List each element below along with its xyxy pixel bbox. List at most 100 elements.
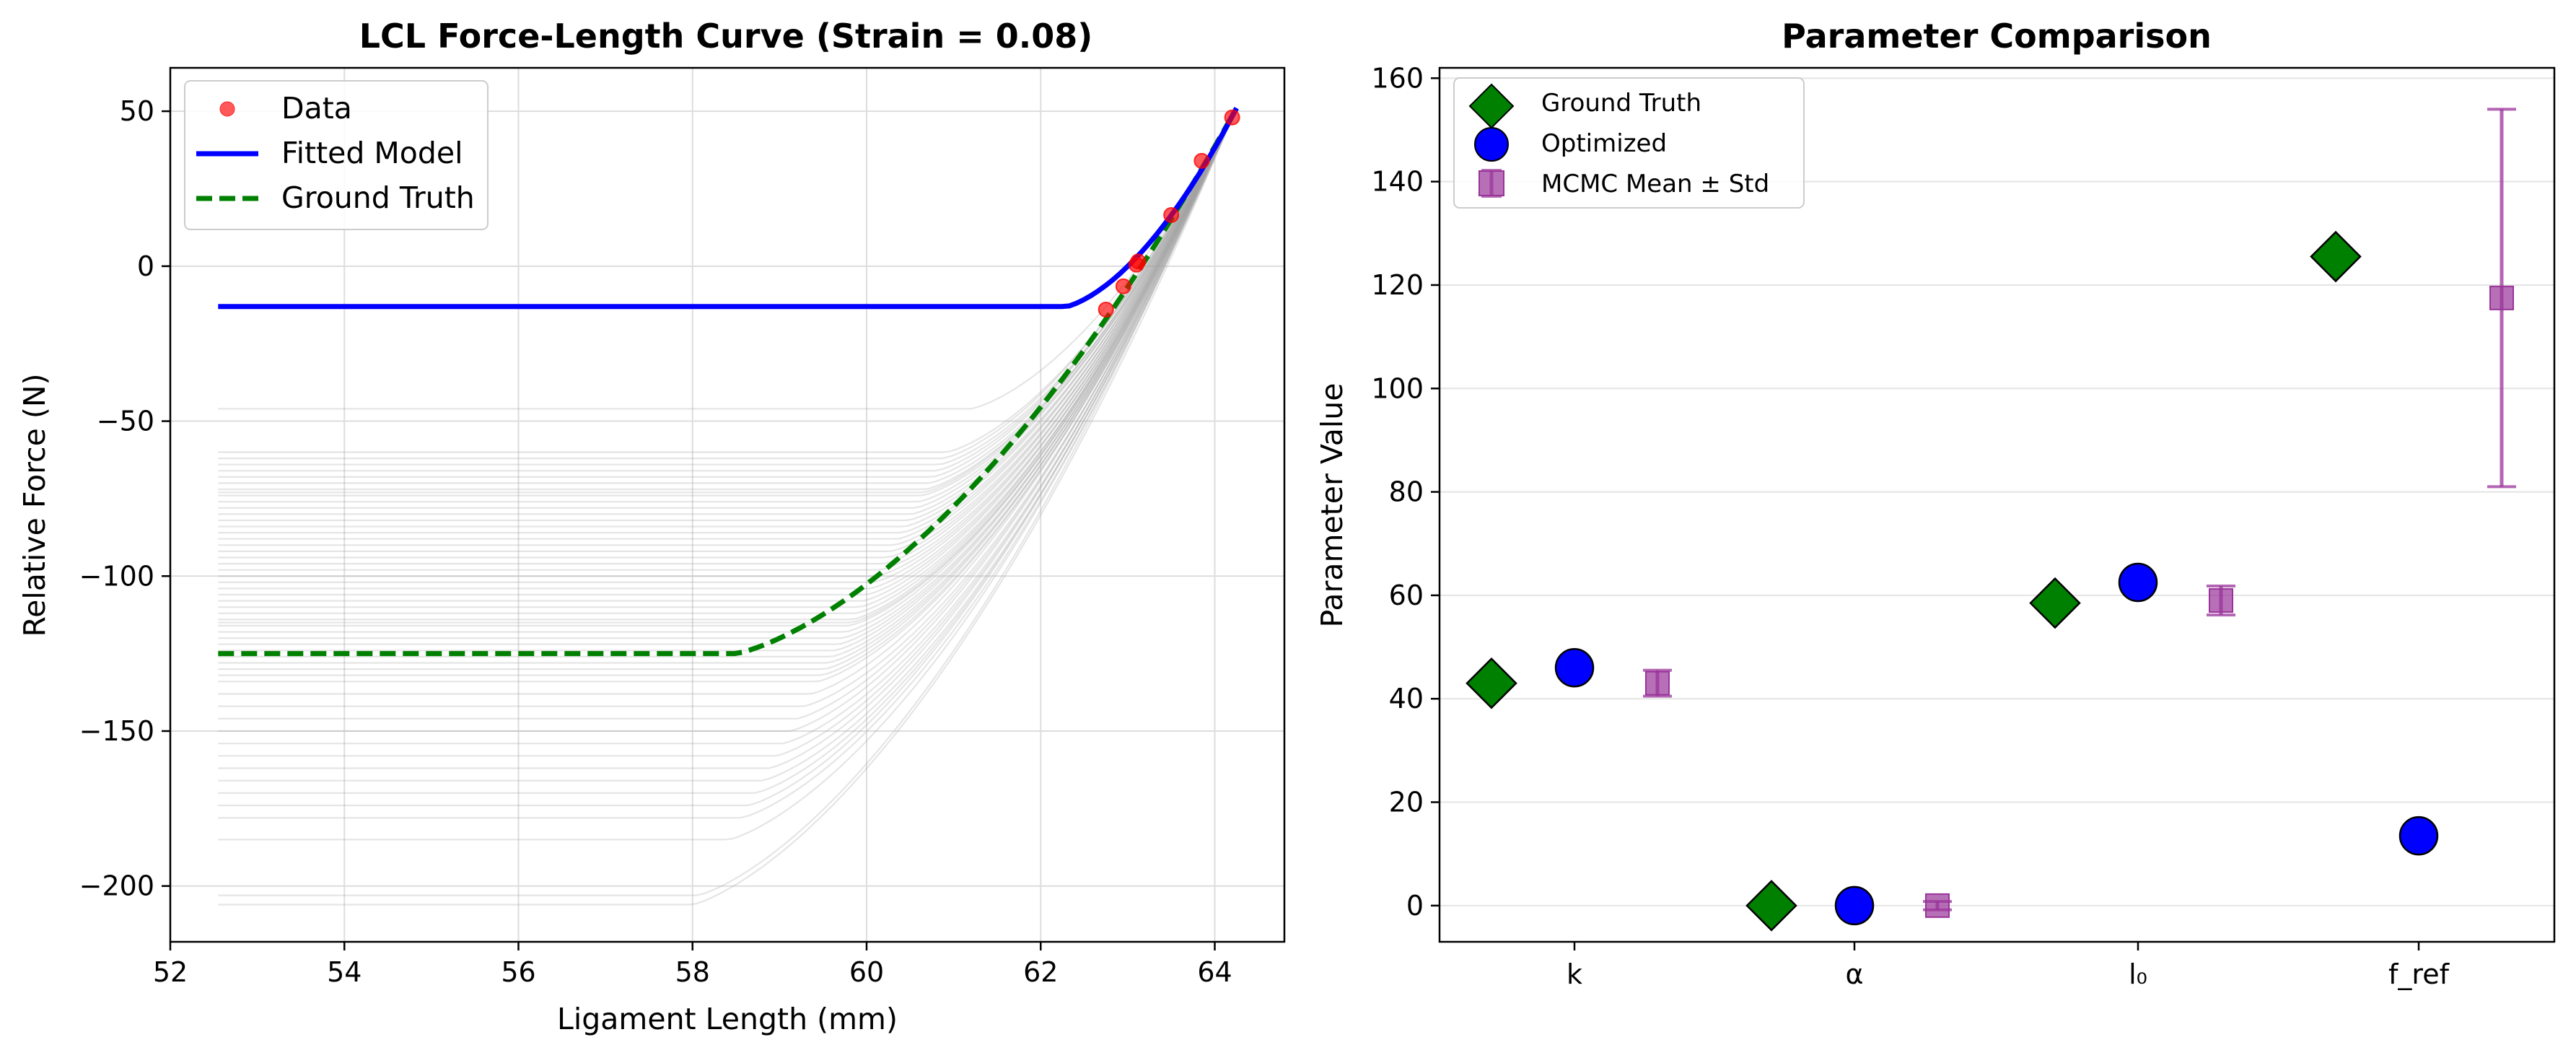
data-point bbox=[1130, 253, 1147, 270]
data-point bbox=[1163, 206, 1180, 223]
data-points bbox=[1098, 109, 1240, 318]
mcmc-sample-curve bbox=[218, 110, 1233, 896]
x-tick-label: 58 bbox=[675, 956, 710, 988]
force-length-plot-frame bbox=[169, 66, 1286, 943]
optimized-marker bbox=[1834, 886, 1875, 926]
mcmc-sample-curve bbox=[218, 110, 1233, 565]
mcmc-sample-curve bbox=[218, 117, 1233, 657]
x-tick-label: 52 bbox=[153, 956, 188, 988]
y-tick-label: 0 bbox=[1406, 890, 1424, 922]
optimized-marker bbox=[2398, 816, 2439, 856]
x-tick-label: 54 bbox=[327, 956, 362, 988]
ground-truth-marker bbox=[2029, 577, 2081, 629]
x-tick-label: 64 bbox=[1197, 956, 1232, 988]
parameter-y-ticks: 0 20 40 60 80 100 120 140 160 bbox=[1371, 62, 1440, 922]
parameter-comparison-title: Parameter Comparison bbox=[1782, 17, 2212, 56]
mcmc-sample-curve bbox=[218, 113, 1233, 559]
mcmc-sample-curve bbox=[218, 117, 1233, 782]
mcmc-sample-curve bbox=[218, 117, 1233, 571]
y-tick-label: 60 bbox=[1389, 580, 1424, 611]
mcmc-sample-curve bbox=[218, 113, 1233, 491]
y-tick-label: 120 bbox=[1371, 269, 1424, 301]
parameter-legend: Ground Truth Optimized MCMC Mean ± Std bbox=[1453, 77, 1805, 209]
force-length-legend: Data Fitted Model Ground Truth bbox=[184, 80, 489, 230]
mcmc-sample-curve bbox=[218, 110, 1233, 633]
mcmc-mean-marker bbox=[2209, 588, 2233, 613]
y-tick-label: 50 bbox=[120, 95, 154, 127]
mcmc-sample-curve bbox=[218, 110, 1233, 528]
mcmc-mean-marker bbox=[1645, 670, 1670, 696]
force-length-grid bbox=[170, 68, 1284, 942]
mcmc-sample-curve bbox=[218, 113, 1233, 645]
mcmc-sample-curve bbox=[218, 113, 1233, 757]
force-length-x-axis-label: Ligament Length (mm) bbox=[557, 1002, 898, 1036]
legend-gt-label: Ground Truth bbox=[1541, 89, 1701, 118]
mcmc-sample-curve bbox=[218, 117, 1233, 639]
mcmc-sample-curve bbox=[218, 113, 1233, 841]
mcmc-sample-curve bbox=[218, 117, 1233, 819]
mcmc-sample-curve bbox=[218, 110, 1233, 621]
mcmc-sample-curve bbox=[218, 110, 1233, 460]
y-tick-label: −150 bbox=[79, 715, 154, 747]
mcmc-sample-curve bbox=[218, 113, 1233, 596]
mcmc-sample-curve bbox=[218, 110, 1233, 509]
x-tick-label: 62 bbox=[1023, 956, 1058, 988]
parameter-legend-box bbox=[1453, 77, 1805, 209]
optimized-marker bbox=[1554, 647, 1595, 688]
mcmc-sample-curve bbox=[218, 113, 1233, 794]
force-length-y-ticks: 50 0 −50 −100 −150 −200 bbox=[79, 95, 170, 902]
legend-data-label: Data bbox=[281, 91, 352, 126]
mcmc-sample-curve bbox=[218, 117, 1233, 590]
y-tick-label: 20 bbox=[1389, 787, 1424, 818]
data-point bbox=[1193, 152, 1210, 169]
mcmc-sample-curve bbox=[218, 113, 1233, 522]
parameter-y-axis-label: Parameter Value bbox=[1315, 383, 1349, 628]
y-tick-label: −50 bbox=[97, 406, 154, 437]
mcmc-sample-curve bbox=[218, 110, 1233, 583]
mcmc-sample-curve bbox=[218, 113, 1233, 664]
category-label: k bbox=[1567, 958, 1582, 990]
parameter-x-ticks: k α l₀ f_ref bbox=[1567, 942, 2450, 990]
mcmc-sample-curve bbox=[218, 117, 1233, 515]
data-point bbox=[1115, 278, 1131, 294]
mcmc-sample-curve bbox=[218, 117, 1233, 676]
mcmc-sample-curve bbox=[218, 110, 1233, 769]
mcmc-sample-curve bbox=[218, 110, 1233, 695]
ground-truth-marker bbox=[1466, 657, 1517, 709]
optimized-marker bbox=[2118, 562, 2158, 603]
mcmc-mean-marker bbox=[2489, 285, 2514, 310]
mcmc-sample-curve bbox=[218, 113, 1233, 627]
force-length-title: LCL Force-Length Curve (Strain = 0.08) bbox=[359, 17, 1093, 56]
parameter-markers bbox=[1466, 108, 2516, 932]
data-point bbox=[1098, 301, 1114, 318]
y-tick-label: 80 bbox=[1389, 476, 1424, 508]
force-length-series bbox=[218, 107, 1239, 657]
mcmc-sample-curve bbox=[218, 110, 1233, 602]
legend-mcmc-square bbox=[1478, 170, 1504, 196]
x-tick-label: 60 bbox=[849, 956, 884, 988]
mcmc-sample-curve bbox=[218, 117, 1233, 552]
y-tick-label: −200 bbox=[79, 870, 154, 902]
mcmc-sample-curve bbox=[218, 113, 1233, 577]
legend-ground-truth-label: Ground Truth bbox=[281, 180, 475, 215]
mcmc-mean-marker bbox=[1925, 893, 1950, 918]
y-tick-label: 160 bbox=[1371, 62, 1424, 94]
legend-fitted-model-label: Fitted Model bbox=[281, 136, 463, 170]
ground-truth-marker bbox=[2310, 230, 2362, 283]
y-tick-label: 40 bbox=[1389, 683, 1424, 714]
mcmc-sample-curve bbox=[218, 113, 1233, 540]
data-point bbox=[1224, 109, 1240, 126]
mcmc-sample-curve bbox=[218, 117, 1233, 745]
mcmc-sample-curve bbox=[218, 113, 1233, 503]
y-tick-label: 0 bbox=[137, 250, 154, 282]
category-label: α bbox=[1845, 958, 1863, 990]
y-tick-label: 100 bbox=[1371, 372, 1424, 404]
ground-truth-curve bbox=[218, 107, 1239, 657]
mcmc-sample-curve bbox=[218, 117, 1233, 624]
force-length-y-axis-label: Relative Force (N) bbox=[17, 374, 52, 637]
y-tick-label: 140 bbox=[1371, 166, 1424, 198]
mcmc-sample-curve bbox=[218, 117, 1233, 497]
mcmc-sample-curve bbox=[218, 117, 1233, 534]
legend-mcmc-label: MCMC Mean ± Std bbox=[1541, 170, 1769, 198]
category-label: f_ref bbox=[2388, 958, 2450, 990]
